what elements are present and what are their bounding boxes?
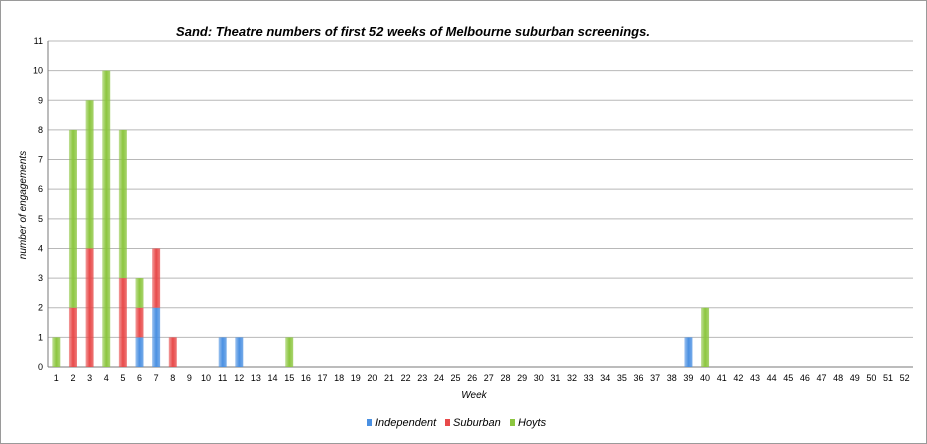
x-tick-label: 21 — [384, 373, 394, 383]
legend-swatch-independent — [367, 419, 372, 426]
x-tick-label: 1 — [54, 373, 59, 383]
x-tick-label: 38 — [667, 373, 677, 383]
x-tick-label: 40 — [700, 373, 710, 383]
x-tick-label: 29 — [517, 373, 527, 383]
y-tick-label: 1 — [38, 332, 43, 342]
x-tick-label: 8 — [170, 373, 175, 383]
y-tick-label: 2 — [38, 303, 43, 313]
x-tick-label: 35 — [617, 373, 627, 383]
x-tick-label: 37 — [650, 373, 660, 383]
x-tick-label: 16 — [301, 373, 311, 383]
bar-independent-week-11 — [218, 337, 227, 367]
x-axis-label: Week — [461, 390, 487, 401]
bar-suburban-week-6 — [135, 307, 144, 338]
bar-suburban-week-2 — [68, 307, 77, 367]
x-tick-label: 22 — [401, 373, 411, 383]
x-tick-label: 46 — [800, 373, 810, 383]
x-tick-label: 9 — [187, 373, 192, 383]
legend-swatch-hoyts — [510, 419, 515, 426]
x-tick-label: 6 — [137, 373, 142, 383]
x-tick-label: 31 — [550, 373, 560, 383]
y-tick-label: 10 — [33, 66, 43, 76]
x-tick-label: 10 — [201, 373, 211, 383]
x-tick-label: 52 — [900, 373, 910, 383]
bar-hoyts-week-1 — [52, 337, 61, 367]
bar-suburban-week-3 — [85, 248, 94, 367]
x-tick-label: 48 — [833, 373, 843, 383]
x-tick-label: 23 — [417, 373, 427, 383]
x-tick-label: 44 — [767, 373, 777, 383]
x-tick-label: 3 — [87, 373, 92, 383]
y-tick-label: 6 — [38, 184, 43, 194]
bar-hoyts-week-15 — [285, 337, 294, 367]
bar-independent-week-7 — [152, 307, 161, 367]
x-tick-label: 27 — [484, 373, 494, 383]
legend: Independent Suburban Hoyts — [367, 417, 547, 429]
bar-suburban-week-8 — [168, 337, 177, 367]
x-tick-label: 20 — [367, 373, 377, 383]
x-tick-label: 33 — [584, 373, 594, 383]
y-tick-label: 4 — [38, 243, 43, 253]
x-tick-label: 4 — [104, 373, 109, 383]
x-tick-label: 15 — [284, 373, 294, 383]
x-tick-label: 32 — [567, 373, 577, 383]
y-axis-label: number of engagements — [18, 151, 29, 259]
y-tick-label: 0 — [38, 362, 43, 372]
x-tick-label: 36 — [634, 373, 644, 383]
legend-label-suburban: Suburban — [453, 417, 501, 429]
y-tick-label: 5 — [38, 214, 43, 224]
x-tick-label: 25 — [451, 373, 461, 383]
legend-label-independent: Independent — [375, 417, 437, 429]
x-tick-label: 14 — [268, 373, 278, 383]
bar-independent-week-39 — [684, 337, 693, 367]
x-tick-label: 5 — [120, 373, 125, 383]
x-tick-label: 41 — [717, 373, 727, 383]
bar-independent-week-6 — [135, 337, 144, 367]
x-tick-label: 26 — [467, 373, 477, 383]
y-tick-label: 11 — [34, 36, 43, 46]
bar-suburban-week-5 — [118, 278, 127, 367]
bar-hoyts-week-4 — [102, 70, 111, 368]
bar-hoyts-week-5 — [118, 129, 127, 279]
x-tick-label: 51 — [883, 373, 893, 383]
x-tick-label: 34 — [600, 373, 610, 383]
bar-independent-week-12 — [235, 337, 244, 367]
legend-swatch-suburban — [445, 419, 450, 426]
x-tick-label: 42 — [733, 373, 743, 383]
x-tick-label: 11 — [218, 373, 227, 383]
x-tick-label: 17 — [317, 373, 327, 383]
bar-suburban-week-7 — [152, 248, 161, 308]
gridlines — [47, 40, 913, 368]
x-tick-label: 13 — [251, 373, 261, 383]
y-tick-label: 8 — [38, 125, 43, 135]
y-tick-label: 3 — [38, 273, 43, 283]
x-tick-label: 47 — [817, 373, 827, 383]
bar-hoyts-week-40 — [701, 307, 710, 367]
x-tick-label: 28 — [500, 373, 510, 383]
x-tick-label: 2 — [70, 373, 75, 383]
x-tick-label: 18 — [334, 373, 344, 383]
y-tick-labels: 0 1 2 3 4 5 6 7 8 9 10 11 — [33, 36, 43, 372]
legend-label-hoyts: Hoyts — [518, 417, 547, 429]
x-tick-label: 30 — [534, 373, 544, 383]
x-tick-label: 19 — [351, 373, 361, 383]
x-tick-label: 49 — [850, 373, 860, 383]
x-tick-label: 50 — [866, 373, 876, 383]
bar-hoyts-week-6 — [135, 278, 144, 308]
y-tick-label: 9 — [38, 95, 43, 105]
bars — [52, 70, 710, 368]
chart-title: Sand: Theatre numbers of first 52 weeks … — [176, 24, 650, 39]
bar-hoyts-week-2 — [68, 129, 77, 308]
y-tick-label: 7 — [38, 155, 43, 165]
x-tick-label: 39 — [683, 373, 693, 383]
x-tick-label: 43 — [750, 373, 760, 383]
x-tick-label: 12 — [234, 373, 244, 383]
x-tick-label: 24 — [434, 373, 444, 383]
x-tick-labels: 1 2 3 4 5 6 7 8 9 10 11 12 13 14 15 16 17 18 19 20 21 22 23 24 2… — [54, 373, 910, 383]
x-tick-label: 7 — [154, 373, 159, 383]
x-tick-label: 45 — [783, 373, 793, 383]
bar-hoyts-week-3 — [85, 100, 94, 249]
